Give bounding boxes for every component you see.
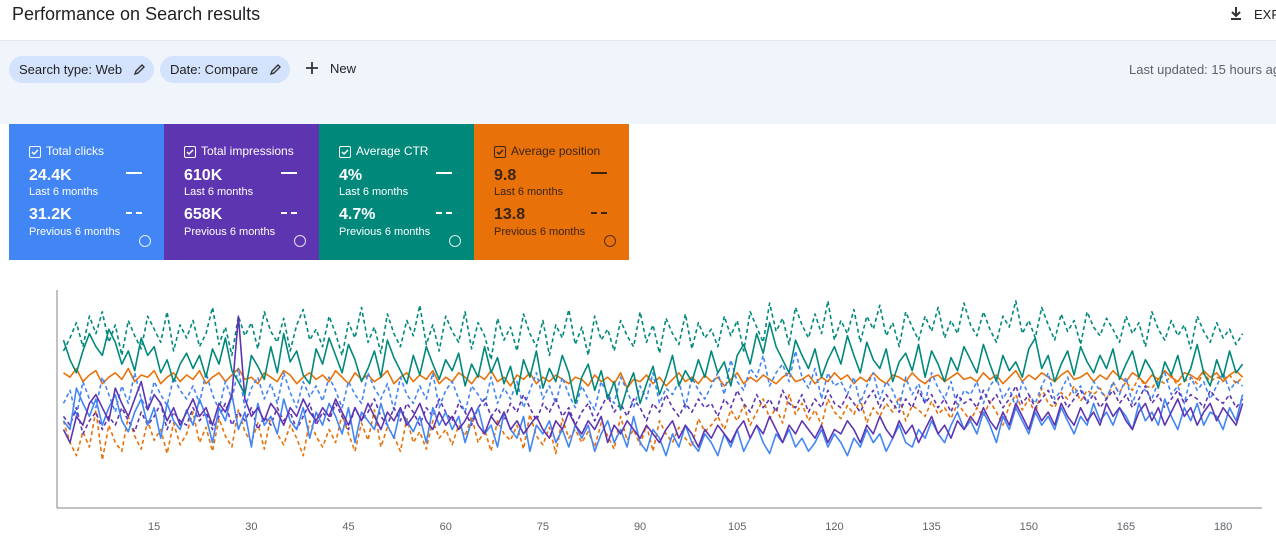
series-line <box>62 385 1244 435</box>
current-value: 24.4K <box>29 167 72 184</box>
checkbox[interactable] <box>494 146 506 158</box>
chip-label: Search type: Web <box>19 62 123 77</box>
new-button[interactable]: New <box>330 61 357 76</box>
current-period: Last 6 months <box>494 186 564 198</box>
current-value: 9.8 <box>494 167 517 184</box>
plus-icon[interactable] <box>305 61 319 75</box>
metric-label: Total clicks <box>46 144 105 158</box>
x-tick-label: 150 <box>1020 521 1038 533</box>
filter-chip[interactable]: Date: Compare <box>160 56 291 83</box>
previous-period: Previous 6 months <box>184 226 276 238</box>
metric-card[interactable]: Average CTR 4% Last 6 months 4.7% Previous 6… <box>319 124 474 260</box>
metric-card[interactable]: Total clicks 24.4K Last 6 months 31.2K Previ… <box>9 124 164 260</box>
filter-chip[interactable]: Search type: Web <box>9 56 155 83</box>
previous-value: 4.7% <box>339 206 376 223</box>
check-mark <box>31 149 39 156</box>
help-icon[interactable] <box>139 235 151 247</box>
solid-line-key <box>436 172 452 174</box>
metric-card[interactable]: Total impressions 610K Last 6 months 658K Pr… <box>164 124 319 260</box>
x-tick-label: 45 <box>342 521 354 533</box>
metric-card[interactable]: Average position 9.8 Last 6 months 13.8 Prev… <box>474 124 629 260</box>
x-tick-label: 105 <box>728 521 746 533</box>
dashed-line-key <box>591 212 607 214</box>
x-tick-label: 165 <box>1117 521 1135 533</box>
x-tick-label: 30 <box>245 521 257 533</box>
download-icon[interactable] <box>1228 5 1244 21</box>
last-updated: Last updated: 15 hours ag <box>1129 62 1276 77</box>
check-mark <box>186 149 194 156</box>
metric-label: Total impressions <box>201 144 294 158</box>
checkbox[interactable] <box>339 146 351 158</box>
chart: 15 30 45 60 75 90 105 120 135 150 165 180 <box>56 290 1262 533</box>
x-tick-label: 60 <box>440 521 452 533</box>
dashed-line-key <box>281 212 297 214</box>
series-line <box>62 315 1244 448</box>
help-icon[interactable] <box>604 235 616 247</box>
export-button[interactable]: EXP <box>1254 7 1276 22</box>
edit-icon <box>133 64 146 76</box>
dashed-line-key <box>126 212 142 214</box>
solid-line-key <box>126 172 142 174</box>
current-value: 4% <box>339 167 363 184</box>
series-line <box>62 321 1244 411</box>
previous-period: Previous 6 months <box>339 226 431 238</box>
current-period: Last 6 months <box>339 186 409 198</box>
solid-line-key <box>281 172 297 174</box>
previous-value: 31.2K <box>29 206 72 223</box>
current-period: Last 6 months <box>29 186 99 198</box>
x-tick-label: 90 <box>634 521 646 533</box>
metric-label: Average CTR <box>356 144 429 158</box>
previous-period: Previous 6 months <box>29 226 121 238</box>
chip-label: Date: Compare <box>170 62 259 77</box>
series-line <box>62 300 1244 361</box>
checkbox[interactable] <box>29 146 41 158</box>
series-line <box>62 350 1244 418</box>
checkbox[interactable] <box>184 146 196 158</box>
edit-icon <box>270 64 282 76</box>
x-tick-label: 15 <box>148 521 160 533</box>
x-tick-label: 120 <box>825 521 843 533</box>
help-icon[interactable] <box>449 235 461 247</box>
previous-period: Previous 6 months <box>494 226 586 238</box>
x-tick-label: 75 <box>537 521 549 533</box>
previous-value: 658K <box>184 206 223 223</box>
help-icon[interactable] <box>294 235 306 247</box>
dashed-line-key <box>436 212 452 214</box>
current-value: 610K <box>184 167 223 184</box>
top-bar: Performance on Search results EXP <box>0 0 1276 41</box>
metric-label: Average position <box>511 144 601 158</box>
x-tick-label: 135 <box>922 521 940 533</box>
check-mark <box>341 149 349 156</box>
check-mark <box>496 149 504 156</box>
page-title: Performance on Search results <box>12 4 261 24</box>
current-period: Last 6 months <box>184 186 254 198</box>
previous-value: 13.8 <box>494 206 526 223</box>
x-tick-label: 180 <box>1214 521 1232 533</box>
solid-line-key <box>591 172 607 174</box>
